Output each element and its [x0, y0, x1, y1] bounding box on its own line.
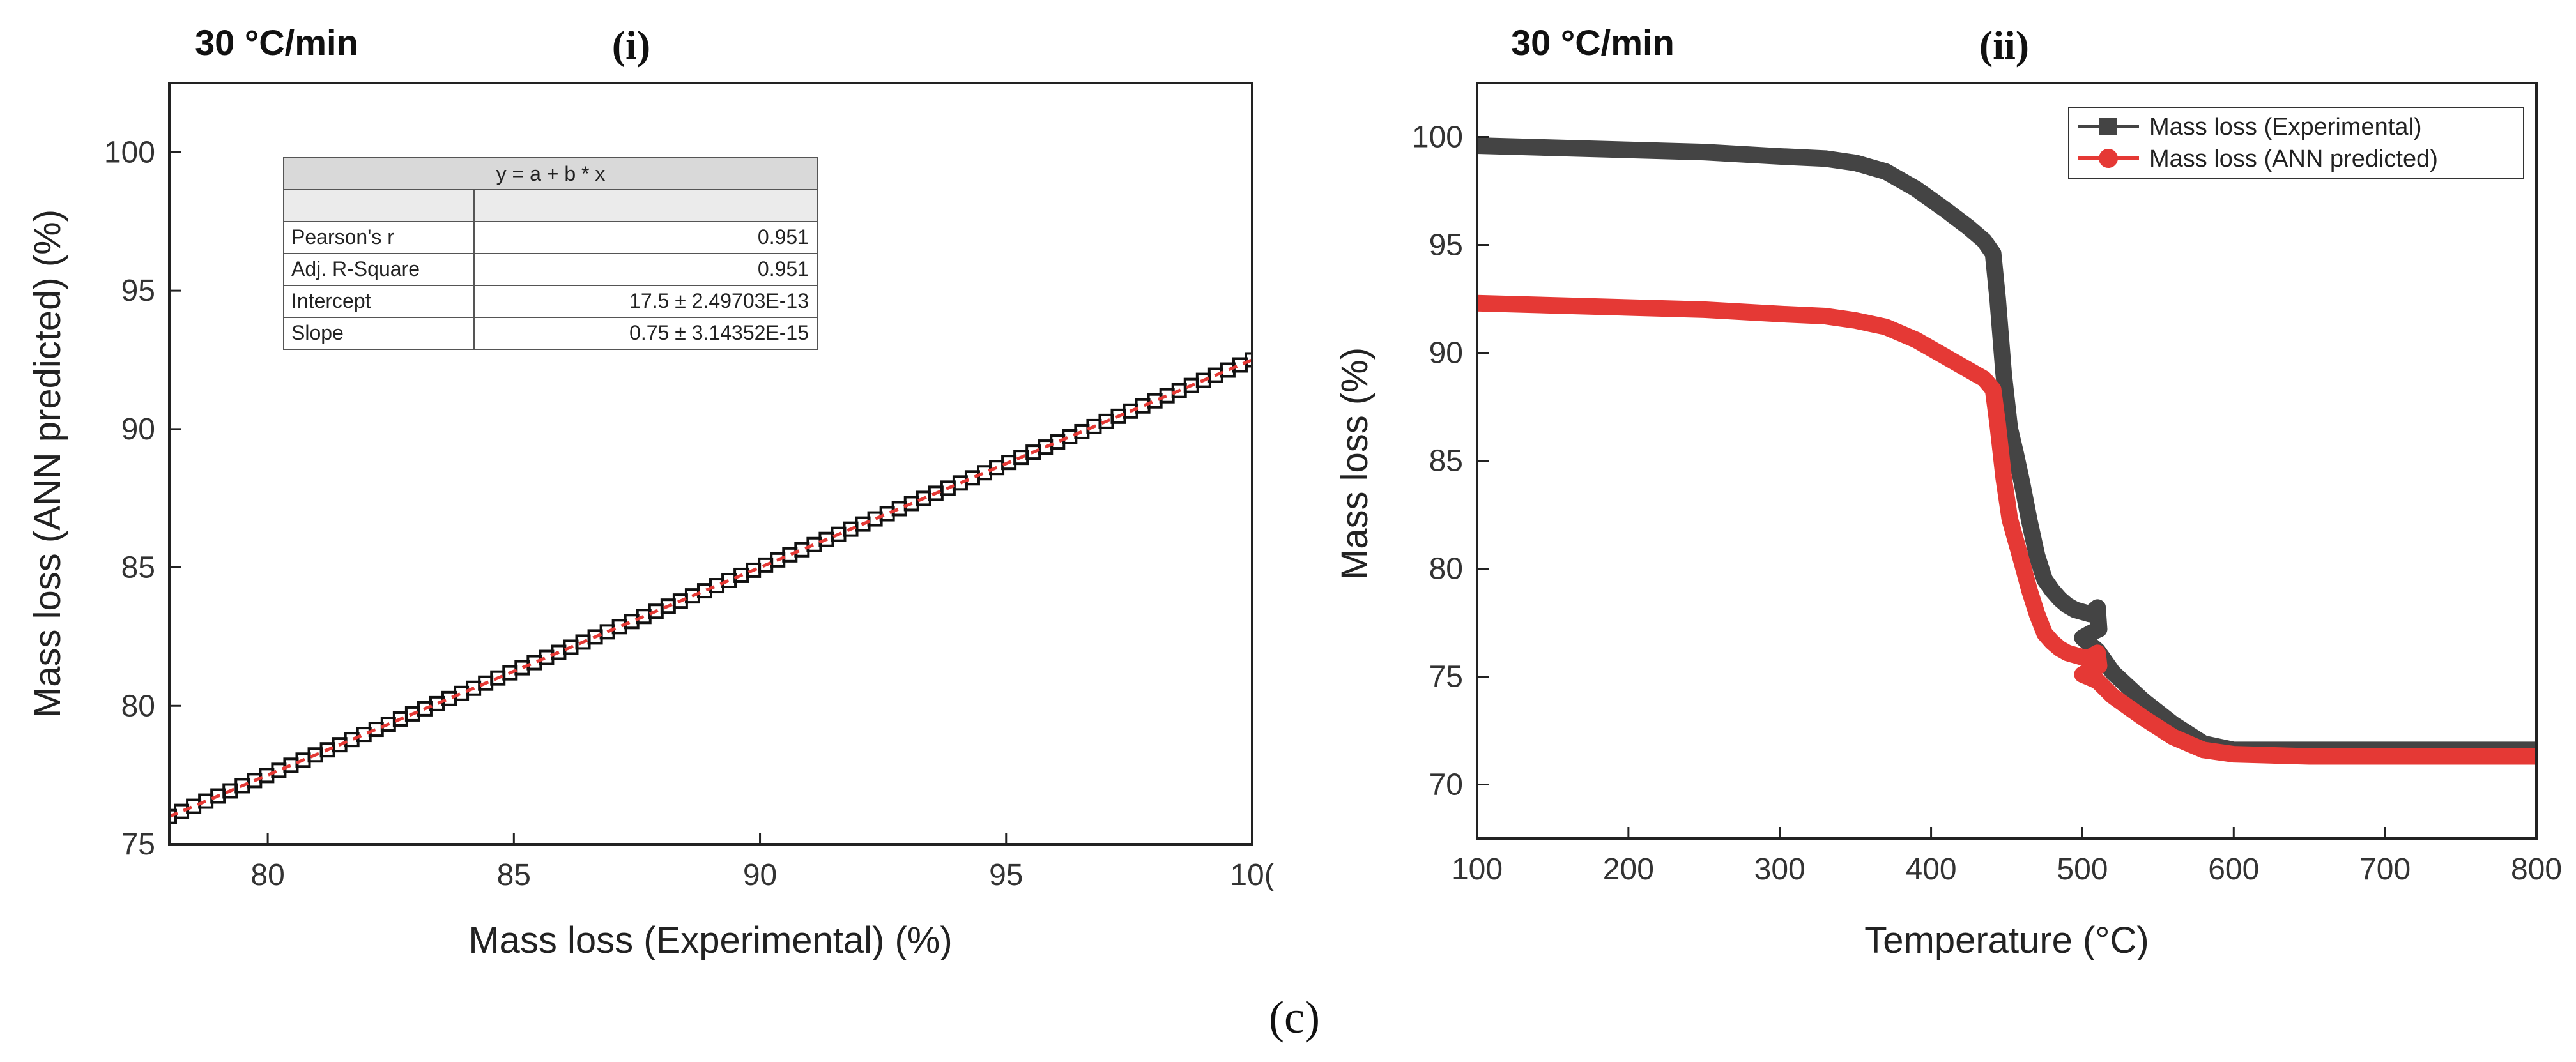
- y-tick-label: 90: [1429, 337, 1463, 370]
- y-tick-label: 80: [1429, 552, 1463, 586]
- panel-i-fit-line: [169, 358, 1252, 818]
- fit-table-row-label: Intercept: [291, 289, 371, 312]
- scatter-point: [1245, 352, 1252, 368]
- y-tick-label: 100: [104, 135, 155, 169]
- fit-table-row-value: 17.5 ± 2.49703E-13: [629, 289, 809, 312]
- panel-i-scatter-points: [169, 352, 1252, 824]
- y-tick-label: 80: [121, 689, 155, 723]
- scatter-point: [526, 655, 542, 671]
- panel-ii: 30 °C/min (ii) 100 200 300 400 500 600 700 800 …: [1334, 22, 2562, 961]
- x-tick-label: 800: [2511, 853, 2562, 886]
- y-tick-label: 75: [1429, 660, 1463, 694]
- scatter-point: [514, 660, 530, 676]
- x-tick-label: 600: [2208, 853, 2259, 886]
- fit-table-row-label: Pearson's r: [291, 225, 394, 248]
- x-tick-label: 90: [743, 858, 777, 892]
- panel-i-label: (i): [612, 22, 650, 68]
- panel-i-x-axis: 80 85 90 95 10(: [250, 833, 1275, 892]
- panel-ii-label: (ii): [1979, 22, 2029, 68]
- scatter-point: [794, 542, 810, 558]
- legend-marker-square: [2099, 118, 2117, 135]
- x-tick-label: 85: [497, 858, 531, 892]
- legend-label: Mass loss (Experimental): [2149, 114, 2422, 140]
- y-tick-label: 95: [121, 274, 155, 308]
- figure-caption: (c): [1269, 992, 1320, 1043]
- y-tick-label: 85: [121, 551, 155, 585]
- scatter-point: [441, 690, 457, 706]
- scatter-point: [624, 614, 640, 630]
- x-tick-label: 80: [250, 858, 284, 892]
- scatter-point: [696, 583, 712, 599]
- series-line-1: [1477, 294, 2536, 765]
- x-tick-label: 100: [1452, 853, 1503, 886]
- legend-marker-circle: [2099, 149, 2118, 168]
- scatter-point: [891, 501, 907, 517]
- series-line-0: [1477, 137, 2536, 759]
- legend-label: Mass loss (ANN predicted): [2149, 146, 2438, 172]
- fit-table-row-label: Slope: [291, 321, 344, 344]
- panel-ii-plot-area: [1477, 137, 2536, 765]
- fit-table-rows: Pearson's r 0.951 Adj. R-Square 0.951 Interc…: [283, 221, 818, 350]
- x-tick-label: 300: [1754, 853, 1805, 886]
- fit-table-row: [283, 317, 818, 350]
- fit-table-row-label: Adj. R-Square: [291, 257, 420, 280]
- fit-statistics-table: y = a + b * x Pearson's r 0.951 Adj. R-Squ…: [283, 157, 818, 350]
- fit-table-row-value: 0.951: [758, 225, 809, 248]
- panel-i-x-axis-label: Mass loss (Experimental) (%): [468, 920, 952, 961]
- y-tick-label: 100: [1412, 121, 1463, 155]
- panel-ii-rate-label: 30 °C/min: [1511, 22, 1675, 63]
- panel-ii-x-axis-label: Temperature (°C): [1864, 920, 2149, 961]
- scatter-point: [611, 619, 627, 635]
- panel-i-y-axis: 75 80 85 90 95 100: [104, 135, 181, 861]
- legend-items: Mass loss (Experimental) Mass loss (ANN p…: [2078, 114, 2438, 172]
- scatter-point: [709, 578, 725, 594]
- panel-ii-y-axis-label: Mass loss (%): [1334, 347, 1376, 580]
- panel-i-rate-label: 30 °C/min: [195, 22, 358, 63]
- x-tick-label: 700: [2359, 853, 2411, 886]
- scatter-point: [636, 609, 652, 625]
- x-tick-label: 95: [989, 858, 1023, 892]
- y-tick-label: 70: [1429, 768, 1463, 802]
- x-tick-label: 200: [1603, 853, 1654, 886]
- panel-ii-series: [1477, 137, 2536, 765]
- y-tick-label: 75: [121, 828, 155, 861]
- panel-i-plot-frame: [168, 82, 1254, 846]
- y-tick-label: 90: [121, 413, 155, 446]
- fit-table-equation: y = a + b * x: [496, 162, 606, 185]
- scatter-point: [867, 511, 883, 527]
- scatter-point: [198, 793, 214, 809]
- scatter-point: [782, 547, 798, 563]
- scatter-point: [1074, 423, 1090, 439]
- y-tick-label: 85: [1429, 444, 1463, 478]
- x-tick-label: 400: [1906, 853, 1957, 886]
- fit-table-row-value: 0.75 ± 3.14352E-15: [629, 321, 809, 344]
- fit-table-row: [283, 221, 818, 254]
- scatter-point: [429, 695, 445, 711]
- scatter-point: [879, 506, 895, 522]
- panel-ii-y-axis: 70 75 80 85 90 95 100: [1412, 121, 1489, 802]
- scatter-point: [977, 465, 993, 481]
- scatter-point: [259, 768, 275, 784]
- y-tick-label: 95: [1429, 229, 1463, 262]
- panel-i-plot-area: [169, 352, 1252, 824]
- x-tick-label: 10(: [1230, 858, 1274, 892]
- panel-i-y-axis-label: Mass loss (ANN predicted) (%): [27, 209, 68, 718]
- x-tick-label: 500: [2057, 853, 2108, 886]
- panel-ii-x-axis: 100 200 300 400 500 600 700 800: [1452, 827, 2562, 886]
- panel-i: 30 °C/min (i) 80 85 90 95 10( 7580859095100 …: [27, 22, 1275, 961]
- fit-table-row-value: 0.951: [758, 257, 809, 280]
- panel-ii-legend: Mass loss (Experimental) Mass loss (ANN p…: [2068, 107, 2524, 179]
- scatter-point: [174, 803, 190, 819]
